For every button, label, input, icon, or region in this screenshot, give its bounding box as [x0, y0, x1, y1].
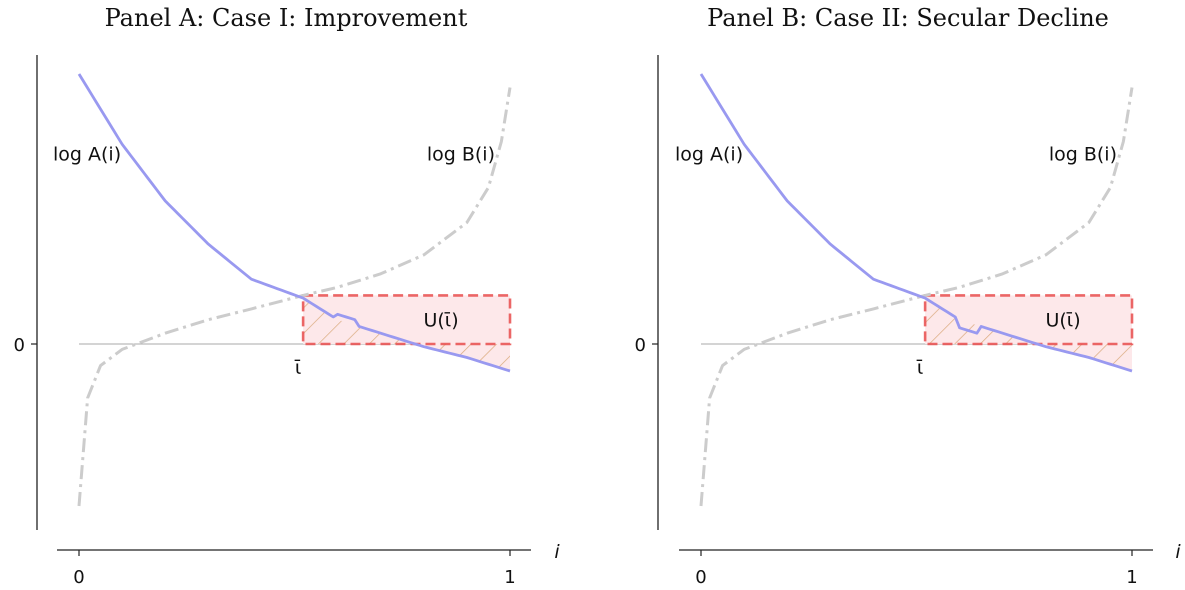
panel-b-title: Panel B: Case II: Secular Decline — [707, 4, 1109, 32]
series-log-a-label: log A(i) — [53, 143, 121, 165]
y-tick-label: 0 — [14, 335, 25, 356]
x-axis-label: i — [554, 541, 560, 563]
series-log-a-line — [699, 73, 1133, 373]
panel-b: Panel B: Case II: Secular Decline 0 0 1 i lo… — [635, 4, 1182, 588]
series-log-b-line — [699, 87, 1134, 507]
hatched-area — [303, 295, 510, 371]
series-log-b-line — [77, 87, 512, 507]
y-tick-label: 0 — [635, 335, 646, 356]
region-border — [301, 294, 512, 346]
threshold-label: ῑ — [916, 357, 923, 379]
x-tick-label: 1 — [504, 567, 515, 588]
hatched-area — [925, 295, 1132, 371]
x-tick-label: 0 — [73, 567, 84, 588]
region-label: U(ῑ) — [423, 309, 458, 331]
x-tick-label: 1 — [1126, 567, 1137, 588]
series-log-b-label: log B(i) — [427, 143, 495, 165]
panel-a-plot: 0 0 1 i log A(i) log B(i) ῑ U(ῑ) — [14, 55, 560, 588]
x-tick-label: 0 — [695, 567, 706, 588]
panel-a: Panel A: Case I: Improvement 0 0 1 i log A(i… — [14, 4, 561, 588]
panel-a-title: Panel A: Case I: Improvement — [105, 4, 468, 32]
panel-b-plot: 0 0 1 i log A(i) log B(i) ῑ U(ῑ) — [635, 55, 1181, 588]
series-log-b-label: log B(i) — [1049, 143, 1117, 165]
series-log-a-line — [77, 73, 511, 373]
region-border — [923, 294, 1134, 346]
x-axis-label: i — [1175, 541, 1181, 563]
threshold-label: ῑ — [294, 357, 301, 379]
region-label: U(ῑ) — [1045, 309, 1080, 331]
series-log-a-label: log A(i) — [675, 143, 743, 165]
